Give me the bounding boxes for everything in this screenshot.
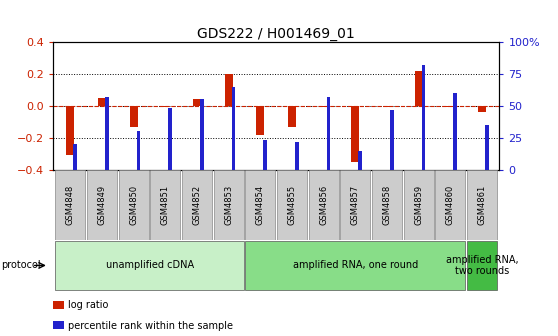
Bar <box>193 99 201 106</box>
Text: amplified RNA,
two rounds: amplified RNA, two rounds <box>446 255 518 276</box>
Bar <box>340 170 371 240</box>
Bar <box>485 125 489 170</box>
Bar <box>383 106 391 108</box>
Bar <box>182 170 212 240</box>
Title: GDS222 / H001469_01: GDS222 / H001469_01 <box>198 27 355 41</box>
Bar <box>169 109 172 170</box>
Text: GSM4861: GSM4861 <box>478 185 487 225</box>
Bar <box>246 170 276 240</box>
Bar <box>232 87 235 170</box>
Bar <box>257 106 264 135</box>
Text: amplified RNA, one round: amplified RNA, one round <box>293 260 418 270</box>
Bar <box>130 106 138 127</box>
Bar <box>415 71 422 106</box>
Bar <box>453 93 457 170</box>
Bar <box>435 170 465 240</box>
Bar <box>98 98 106 106</box>
Bar <box>288 106 296 127</box>
Bar <box>326 97 330 170</box>
Text: log ratio: log ratio <box>68 300 108 310</box>
Text: percentile rank within the sample: percentile rank within the sample <box>68 321 233 331</box>
Bar <box>53 321 64 329</box>
Bar <box>263 140 267 170</box>
Bar <box>446 106 454 108</box>
Bar <box>358 151 362 170</box>
Bar <box>161 106 170 108</box>
Text: GSM4859: GSM4859 <box>414 185 423 225</box>
Bar <box>390 110 393 170</box>
Bar <box>246 241 465 290</box>
Bar <box>309 170 339 240</box>
Bar <box>403 170 434 240</box>
Bar <box>467 241 497 290</box>
Text: GSM4855: GSM4855 <box>287 185 296 225</box>
Bar <box>421 65 425 170</box>
Text: protocol: protocol <box>1 260 41 270</box>
Bar <box>200 99 204 170</box>
Bar <box>478 106 486 112</box>
Text: GSM4856: GSM4856 <box>319 185 328 225</box>
Text: GSM4860: GSM4860 <box>446 185 455 225</box>
Text: GSM4849: GSM4849 <box>98 185 107 225</box>
Bar <box>87 170 117 240</box>
Bar <box>119 170 149 240</box>
Bar <box>214 170 244 240</box>
Text: unamplified cDNA: unamplified cDNA <box>105 260 194 270</box>
Text: GSM4858: GSM4858 <box>383 185 392 225</box>
Bar <box>352 106 359 162</box>
Bar <box>55 241 244 290</box>
Text: GSM4853: GSM4853 <box>224 185 233 225</box>
Text: GSM4851: GSM4851 <box>161 185 170 225</box>
Bar <box>137 131 141 170</box>
Text: GSM4854: GSM4854 <box>256 185 265 225</box>
Bar <box>66 106 74 155</box>
Bar <box>55 170 85 240</box>
Bar <box>225 74 233 106</box>
Bar <box>320 106 328 108</box>
Text: GSM4857: GSM4857 <box>351 185 360 225</box>
Text: GSM4850: GSM4850 <box>129 185 138 225</box>
Bar <box>277 170 307 240</box>
Bar <box>295 141 299 170</box>
Bar <box>73 144 77 170</box>
Bar <box>467 170 497 240</box>
Bar <box>372 170 402 240</box>
Bar <box>105 97 109 170</box>
Text: GSM4848: GSM4848 <box>66 185 75 225</box>
Bar <box>53 301 64 309</box>
Bar <box>150 170 180 240</box>
Text: GSM4852: GSM4852 <box>193 185 201 225</box>
